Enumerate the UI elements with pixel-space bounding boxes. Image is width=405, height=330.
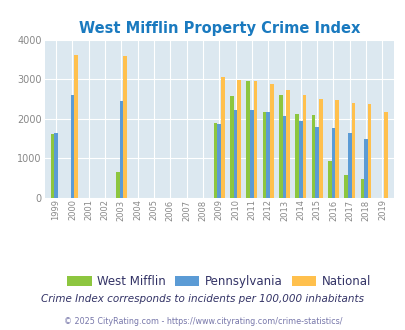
Bar [335,100,338,198]
Bar [253,81,257,198]
Bar [318,99,322,198]
Bar [249,110,253,198]
Bar [262,112,266,198]
Bar [74,55,78,198]
Bar [311,115,315,198]
Bar [54,133,58,198]
Bar [347,133,351,198]
Bar [213,123,217,198]
Bar [278,95,282,198]
Bar [351,103,354,198]
Bar [343,175,347,198]
Bar [217,123,220,198]
Bar [237,81,240,198]
Bar [298,121,302,198]
Bar [302,95,305,198]
Bar [70,95,74,198]
Bar [315,127,318,198]
Bar [233,111,237,198]
Bar [282,116,286,198]
Bar [246,81,249,198]
Bar [295,114,298,198]
Bar [123,56,126,198]
Text: Crime Index corresponds to incidents per 100,000 inhabitants: Crime Index corresponds to incidents per… [41,294,364,304]
Bar [230,96,233,198]
Bar [51,134,54,198]
Text: © 2025 CityRating.com - https://www.cityrating.com/crime-statistics/: © 2025 CityRating.com - https://www.city… [64,317,341,326]
Bar [266,112,269,198]
Bar [331,128,335,198]
Bar [116,172,119,198]
Title: West Mifflin Property Crime Index: West Mifflin Property Crime Index [78,21,359,36]
Bar [363,139,367,198]
Bar [383,112,387,198]
Bar [367,104,371,198]
Bar [286,90,289,198]
Bar [269,84,273,198]
Bar [327,161,331,198]
Bar [360,179,363,198]
Bar [119,101,123,198]
Bar [220,77,224,198]
Legend: West Mifflin, Pennsylvania, National: West Mifflin, Pennsylvania, National [63,270,375,292]
